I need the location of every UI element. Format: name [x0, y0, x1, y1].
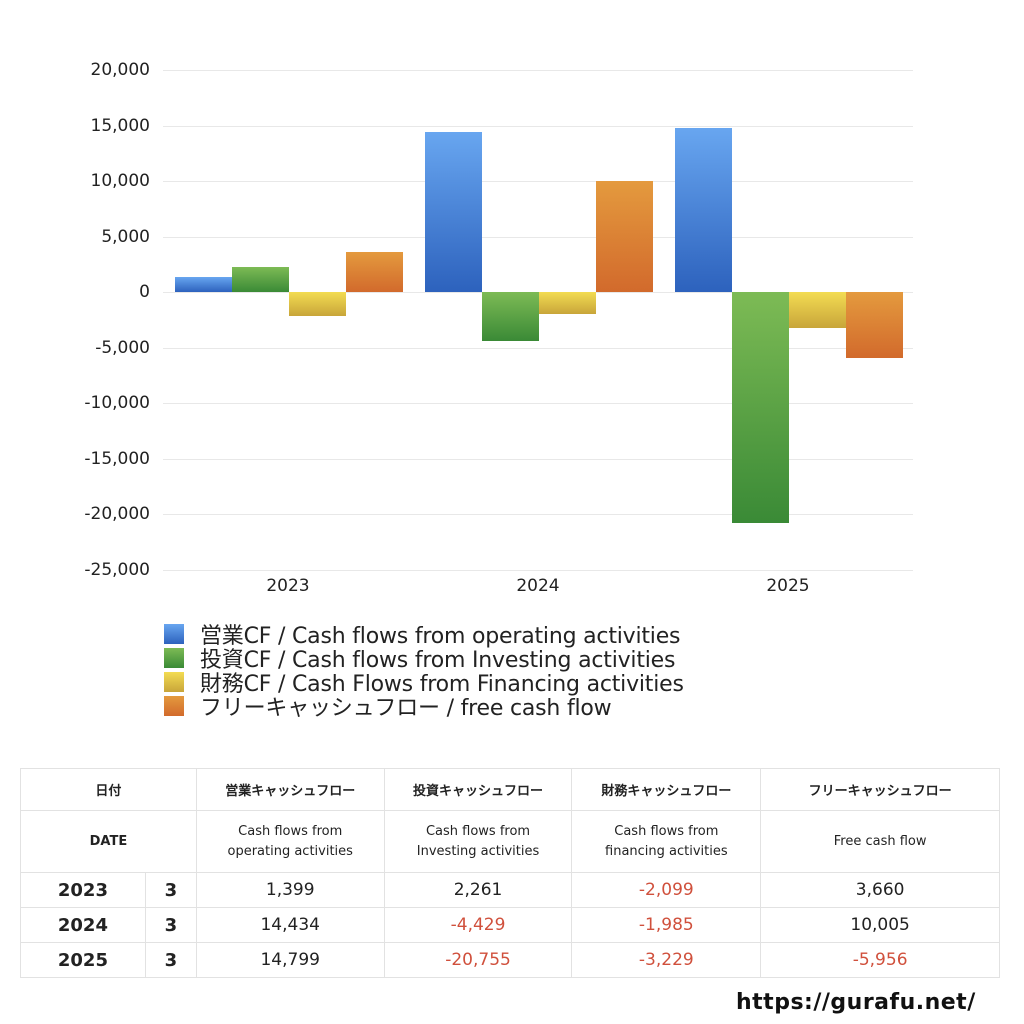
bar-2024-series-2 — [539, 292, 596, 315]
header-row-jp: 日付 営業キャッシュフロー 投資キャッシュフロー 財務キャッシュフロー フリーキ… — [20, 768, 1000, 811]
bar-2023-series-1 — [232, 267, 289, 293]
site-watermark: https://gurafu.net/ — [736, 990, 976, 1015]
cell-operating: 1,399 — [195, 872, 385, 908]
bar-2023-series-2 — [289, 292, 346, 316]
x-tick-2025: 2025 — [766, 576, 810, 596]
y-tick-label: 15,000 — [90, 115, 150, 136]
cell-free: 3,660 — [760, 872, 1000, 908]
gridline — [163, 403, 913, 404]
header-free-en: Free cash flow — [760, 810, 1000, 873]
cell-investing: -20,755 — [383, 942, 573, 978]
legend-item-investing: 投資CF / Cash flows from Investing activit… — [164, 646, 684, 673]
gridline — [163, 70, 913, 71]
gridline — [163, 459, 913, 460]
cell-operating: 14,799 — [195, 942, 385, 978]
header-operating-jp: 営業キャッシュフロー — [195, 768, 385, 811]
legend-item-free: フリーキャッシュフロー / free cash flow — [164, 694, 684, 721]
cell-month: 3 — [144, 872, 197, 908]
bar-2024-series-3 — [596, 181, 653, 293]
table-row: 2023 3 1,399 2,261 -2,099 3,660 — [20, 872, 1000, 908]
header-date-en: DATE — [20, 810, 197, 873]
header-free-jp: フリーキャッシュフロー — [760, 768, 1000, 811]
header-date-jp: 日付 — [20, 768, 197, 811]
table-row: 2024 3 14,434 -4,429 -1,985 10,005 — [20, 907, 1000, 943]
cell-free: -5,956 — [760, 942, 1000, 978]
legend-label: 営業CF / Cash flows from operating activit… — [200, 624, 681, 649]
gridline — [163, 181, 913, 182]
cell-year: 2024 — [20, 907, 146, 943]
y-tick-label: 10,000 — [90, 171, 150, 192]
header-investing-en: Cash flows from Investing activities — [383, 810, 573, 873]
y-tick-label: 20,000 — [90, 60, 150, 80]
cell-financing: -1,985 — [571, 907, 762, 943]
legend-label: 投資CF / Cash flows from Investing activit… — [200, 648, 676, 673]
header-row-en: DATE Cash flows from operating activities… — [20, 810, 1000, 873]
y-tick-label: -20,000 — [84, 504, 150, 525]
header-operating-en: Cash flows from operating activities — [195, 810, 385, 873]
table-row: 2025 3 14,799 -20,755 -3,229 -5,956 — [20, 942, 1000, 978]
cell-investing: -4,429 — [383, 907, 573, 943]
y-tick-label: 5,000 — [101, 226, 150, 247]
cash-flow-table: 日付 営業キャッシュフロー 投資キャッシュフロー 財務キャッシュフロー フリーキ… — [20, 768, 1000, 978]
legend-item-financing: 財務CF / Cash Flows from Financing activit… — [164, 670, 684, 697]
y-tick-label: -5,000 — [95, 337, 150, 358]
bar-2023-series-3 — [346, 251, 403, 293]
header-investing-jp: 投資キャッシュフロー — [383, 768, 573, 811]
cell-month: 3 — [144, 907, 197, 943]
legend-swatch-orange-icon — [164, 696, 184, 716]
legend-label: フリーキャッシュフロー / free cash flow — [200, 696, 612, 721]
x-tick-2023: 2023 — [266, 576, 310, 596]
y-tick-label: 0 — [139, 282, 150, 303]
header-financing-jp: 財務キャッシュフロー — [571, 768, 762, 811]
cell-financing: -3,229 — [571, 942, 762, 978]
legend-swatch-yellow-icon — [164, 672, 184, 692]
cell-month: 3 — [144, 942, 197, 978]
bar-2025-series-1 — [732, 292, 789, 523]
header-text: Investing activities — [416, 843, 540, 859]
header-financing-en: Cash flows from financing activities — [571, 810, 762, 873]
gridline — [163, 514, 913, 515]
bar-2025-series-0 — [675, 127, 732, 293]
bar-2024-series-1 — [482, 292, 539, 342]
bar-2025-series-2 — [789, 292, 846, 329]
bar-2024-series-0 — [425, 131, 482, 293]
header-text: operating activities — [227, 843, 353, 859]
cell-year: 2023 — [20, 872, 146, 908]
bar-2025-series-3 — [846, 292, 903, 359]
header-text: Cash flows from — [238, 823, 343, 839]
x-tick-2024: 2024 — [516, 576, 560, 596]
cash-flow-bar-chart: 20,000 15,000 10,000 5,000 0 -5,000 -10,000 -15… — [84, 60, 913, 596]
cell-operating: 14,434 — [195, 907, 385, 943]
gridline — [163, 126, 913, 127]
chart-legend: 営業CF / Cash flows from operating activit… — [164, 622, 684, 721]
cell-financing: -2,099 — [571, 872, 762, 908]
legend-swatch-blue-icon — [164, 624, 184, 644]
bar-2023-series-0 — [175, 276, 232, 293]
table-body: 2023 3 1,399 2,261 -2,099 3,660 2024 3 14,434 -4,… — [20, 872, 1000, 978]
legend-item-operating: 営業CF / Cash flows from operating activit… — [164, 622, 684, 649]
y-tick-label: -15,000 — [84, 448, 150, 469]
gridline — [163, 237, 913, 238]
header-text: Cash flows from — [614, 823, 719, 839]
legend-swatch-green-icon — [164, 648, 184, 668]
cell-free: 10,005 — [760, 907, 1000, 943]
cell-year: 2025 — [20, 942, 146, 978]
cell-investing: 2,261 — [383, 872, 573, 908]
y-tick-label: -25,000 — [84, 560, 150, 580]
header-text: financing activities — [605, 843, 728, 859]
gridline — [163, 570, 913, 571]
header-text: Cash flows from — [425, 823, 531, 839]
legend-label: 財務CF / Cash Flows from Financing activit… — [200, 672, 684, 697]
y-tick-label: -10,000 — [84, 393, 150, 414]
gridline — [163, 348, 913, 349]
